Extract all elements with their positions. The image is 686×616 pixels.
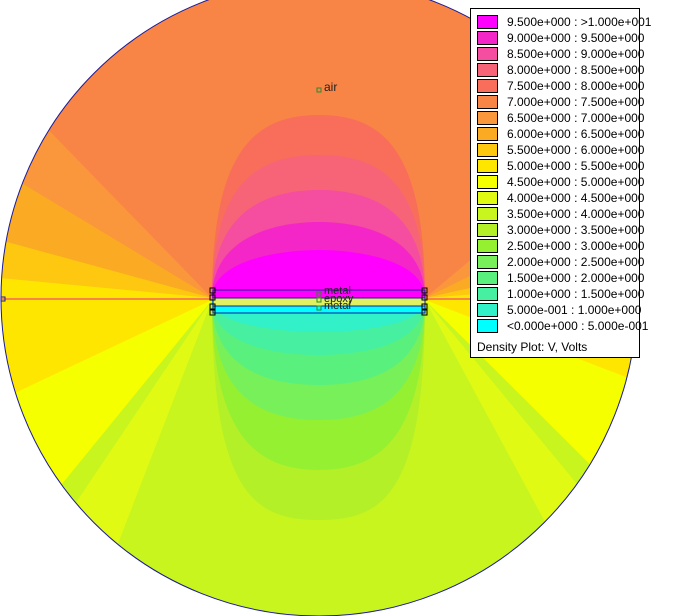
legend-label: 3.000e+000 : 3.500e+000 [507, 223, 645, 237]
legend-swatch [477, 127, 498, 141]
band-ul-4 [1, 278, 212, 298]
legend-label: 6.000e+000 : 6.500e+000 [507, 127, 645, 141]
legend-row: 3.500e+000 : 4.000e+000 [477, 207, 644, 222]
legend-row: 2.500e+000 : 3.000e+000 [477, 239, 644, 254]
legend-row: 9.500e+000 : >1.000e+001 [477, 15, 651, 30]
legend-row: 7.000e+000 : 7.500e+000 [477, 95, 644, 110]
legend-panel: 9.500e+000 : >1.000e+001 9.000e+000 : 9.5… [470, 8, 651, 358]
legend-row: 5.500e+000 : 6.000e+000 [477, 143, 644, 158]
legend-row: 8.000e+000 : 8.500e+000 [477, 63, 644, 78]
legend-label: 4.000e+000 : 4.500e+000 [507, 191, 645, 205]
legend-label: 8.500e+000 : 9.000e+000 [507, 47, 645, 61]
legend-swatch [477, 271, 498, 285]
air-label-marker [316, 87, 322, 93]
legend-swatch [477, 239, 498, 253]
legend-row: 6.000e+000 : 6.500e+000 [477, 127, 644, 142]
legend-swatch [477, 143, 498, 157]
legend-swatch [477, 303, 498, 317]
legend-title: Density Plot: V, Volts [477, 340, 588, 354]
legend-label: 5.000e+000 : 5.500e+000 [507, 159, 645, 173]
legend-label: 3.500e+000 : 4.000e+000 [507, 207, 645, 221]
metal-top-label: metal [324, 285, 351, 297]
node [421, 309, 428, 316]
node [209, 309, 216, 316]
metal-bottom-label: metal [324, 300, 351, 312]
legend-swatch [477, 63, 498, 77]
legend-label: 2.000e+000 : 2.500e+000 [507, 255, 645, 269]
legend-label: 7.500e+000 : 8.000e+000 [507, 79, 645, 93]
legend-row: 6.500e+000 : 7.000e+000 [477, 111, 644, 126]
epoxy-label: epoxy [324, 293, 354, 305]
legend-label: 7.000e+000 : 7.500e+000 [507, 95, 645, 109]
legend-label: 5.500e+000 : 6.000e+000 [507, 143, 645, 157]
legend-row: 3.000e+000 : 3.500e+000 [477, 223, 644, 238]
boundary-node-left [0, 296, 6, 302]
legend-swatch [477, 79, 498, 93]
legend-row: 1.000e+000 : 1.500e+000 [477, 287, 644, 302]
metal-bottom-label-marker [316, 305, 322, 311]
legend-swatch [477, 207, 498, 221]
legend-swatch [477, 111, 498, 125]
legend-row: 7.500e+000 : 8.000e+000 [477, 79, 644, 94]
metal-top-label-marker [316, 291, 322, 297]
legend-label: <0.000e+000 : 5.000e-001 [507, 319, 649, 333]
legend-swatch [477, 95, 498, 109]
node [421, 287, 428, 294]
legend-swatch [477, 191, 498, 205]
legend-label: 4.500e+000 : 5.000e+000 [507, 175, 645, 189]
legend-row: 8.500e+000 : 9.000e+000 [477, 47, 644, 62]
node [421, 294, 428, 301]
legend-label: 6.500e+000 : 7.000e+000 [507, 111, 645, 125]
legend-label: 9.500e+000 : >1.000e+001 [507, 15, 652, 29]
legend-row: 1.500e+000 : 2.000e+000 [477, 271, 644, 286]
legend-row: 5.000e-001 : 1.000e+000 [477, 303, 641, 318]
legend-row: 4.500e+000 : 5.000e+000 [477, 175, 644, 190]
legend-row: 9.000e+000 : 9.500e+000 [477, 31, 644, 46]
legend-swatch [477, 47, 498, 61]
band-ll-2 [1, 300, 212, 400]
legend-label: 1.000e+000 : 1.500e+000 [507, 287, 645, 301]
legend-swatch [477, 319, 498, 333]
legend-swatch [477, 15, 498, 29]
legend-row: <0.000e+000 : 5.000e-001 [477, 319, 648, 334]
legend-swatch [477, 31, 498, 45]
lobe-up-5 [212, 250, 425, 298]
legend-label: 2.500e+000 : 3.000e+000 [507, 239, 645, 253]
air-label: air [324, 80, 337, 94]
node [209, 287, 216, 294]
legend-swatch [477, 287, 498, 301]
legend-row: 4.000e+000 : 4.500e+000 [477, 191, 644, 206]
node [209, 294, 216, 301]
legend-row: 5.000e+000 : 5.500e+000 [477, 159, 644, 174]
legend-label: 9.000e+000 : 9.500e+000 [507, 31, 645, 45]
legend-swatch [477, 159, 498, 173]
legend-label: 8.000e+000 : 8.500e+000 [507, 63, 645, 77]
legend-label: 1.500e+000 : 2.000e+000 [507, 271, 645, 285]
legend-swatch [477, 223, 498, 237]
legend-swatch [477, 255, 498, 269]
legend-label: 5.000e-001 : 1.000e+000 [507, 303, 642, 317]
legend-swatch [477, 175, 498, 189]
legend-row: 2.000e+000 : 2.500e+000 [477, 255, 644, 270]
node [421, 303, 428, 310]
metal-top-region [212, 289, 426, 299]
epoxy-label-marker [316, 297, 322, 303]
node [209, 303, 216, 310]
